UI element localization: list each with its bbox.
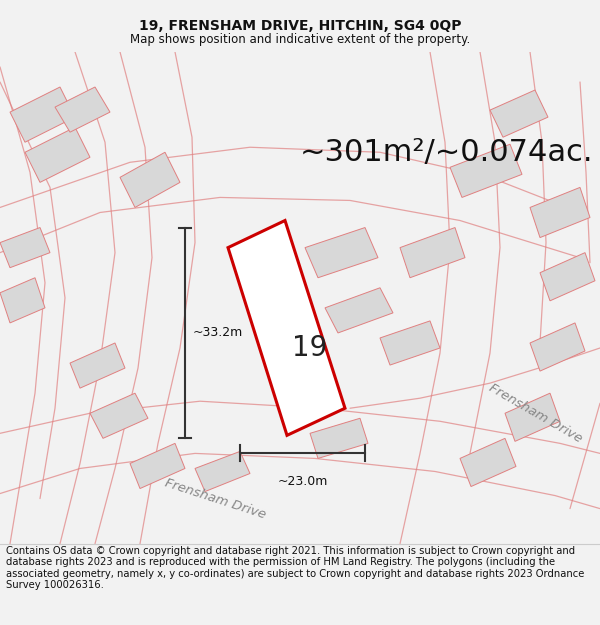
Polygon shape xyxy=(90,393,148,438)
Polygon shape xyxy=(10,87,75,142)
Polygon shape xyxy=(195,451,250,491)
Text: Contains OS data © Crown copyright and database right 2021. This information is : Contains OS data © Crown copyright and d… xyxy=(6,546,584,591)
Text: ~23.0m: ~23.0m xyxy=(277,476,328,489)
Text: 19, FRENSHAM DRIVE, HITCHIN, SG4 0QP: 19, FRENSHAM DRIVE, HITCHIN, SG4 0QP xyxy=(139,19,461,33)
Polygon shape xyxy=(505,393,560,441)
Polygon shape xyxy=(400,228,465,278)
Polygon shape xyxy=(380,321,440,365)
Polygon shape xyxy=(450,144,522,198)
Polygon shape xyxy=(460,438,516,486)
Polygon shape xyxy=(305,228,378,278)
Text: ~301m²/~0.074ac.: ~301m²/~0.074ac. xyxy=(300,138,593,167)
Polygon shape xyxy=(310,418,368,458)
Polygon shape xyxy=(490,90,548,138)
Polygon shape xyxy=(540,253,595,301)
Text: Frensham Drive: Frensham Drive xyxy=(486,381,584,445)
Polygon shape xyxy=(55,87,110,132)
Text: Frensham Drive: Frensham Drive xyxy=(163,476,267,521)
Polygon shape xyxy=(0,228,50,268)
Polygon shape xyxy=(70,343,125,388)
Polygon shape xyxy=(0,278,45,323)
Polygon shape xyxy=(530,323,585,371)
Polygon shape xyxy=(228,221,345,436)
Text: ~33.2m: ~33.2m xyxy=(193,326,243,339)
Polygon shape xyxy=(325,288,393,333)
Polygon shape xyxy=(25,127,90,182)
Text: 19: 19 xyxy=(292,334,328,362)
Polygon shape xyxy=(530,188,590,238)
Text: Map shows position and indicative extent of the property.: Map shows position and indicative extent… xyxy=(130,33,470,46)
Polygon shape xyxy=(120,152,180,208)
Polygon shape xyxy=(130,443,185,489)
